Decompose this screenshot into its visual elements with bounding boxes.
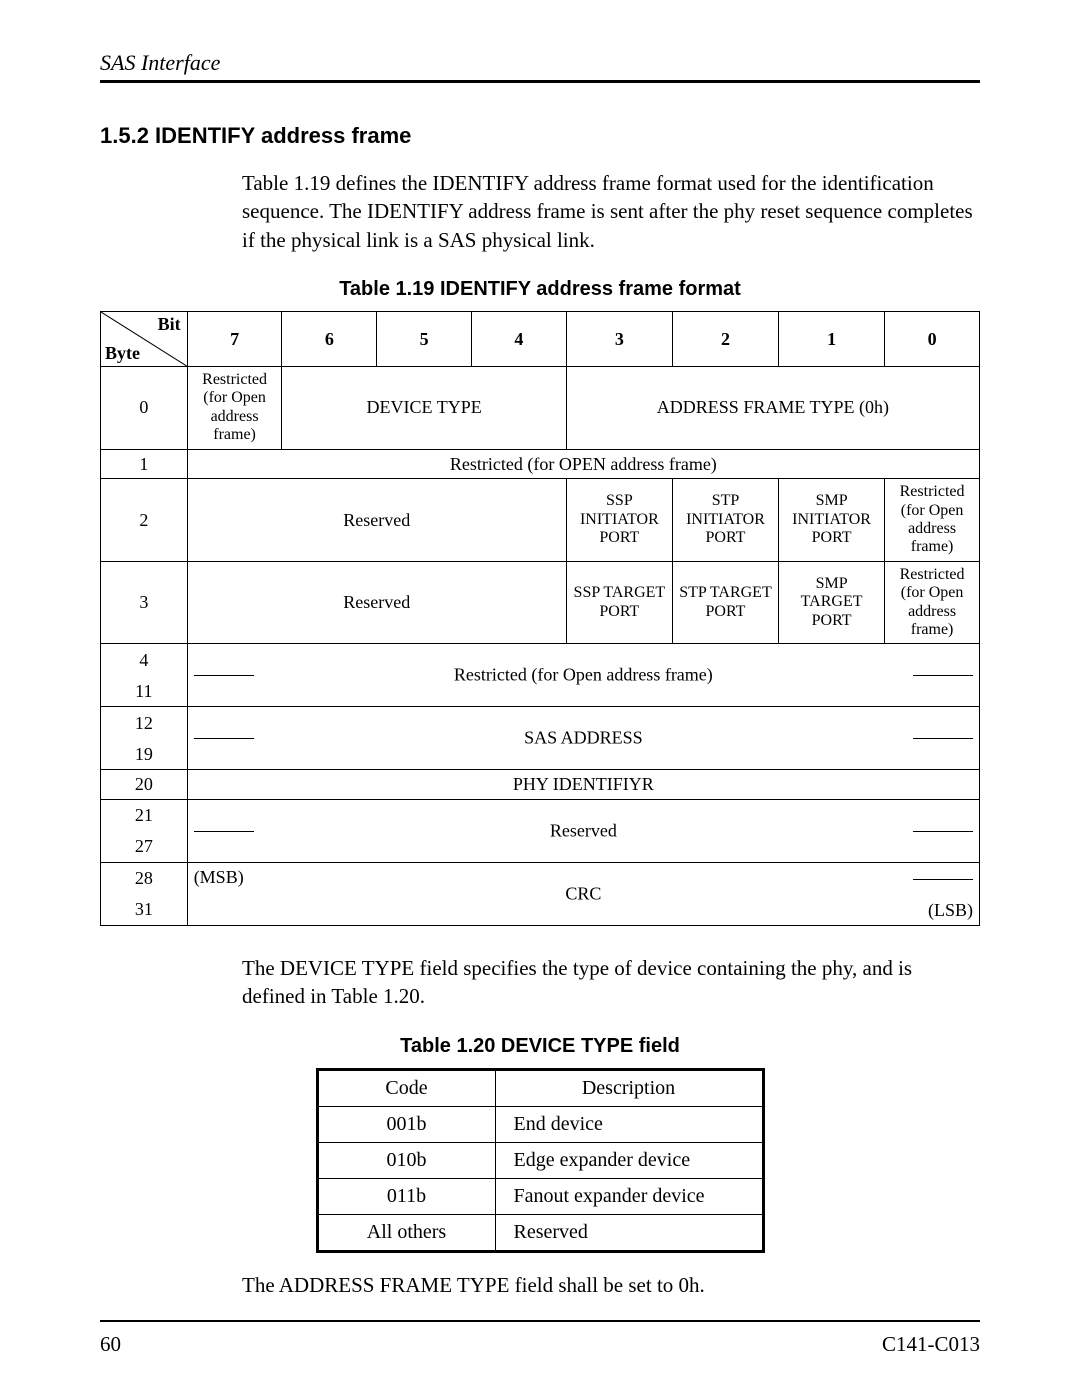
table-row: 011b Fanout expander device bbox=[318, 1178, 762, 1214]
table-row: 2 Reserved SSP INITIATOR PORT STP INITIA… bbox=[101, 479, 980, 562]
cell: SMP TARGET PORT bbox=[779, 561, 885, 644]
table-row: 12 SAS ADDRESS bbox=[101, 707, 980, 739]
byte-27: 27 bbox=[101, 831, 188, 863]
table-row: 010b Edge expander device bbox=[318, 1142, 762, 1178]
byte-1: 1 bbox=[101, 449, 188, 479]
table-row: 4 Restricted (for Open address frame) bbox=[101, 644, 980, 676]
bit-2: 2 bbox=[672, 312, 778, 367]
cell: DEVICE TYPE bbox=[282, 367, 566, 450]
intro-paragraph: Table 1.19 defines the IDENTIFY address … bbox=[242, 169, 980, 254]
cell: All others bbox=[318, 1214, 495, 1250]
byte-19: 19 bbox=[101, 738, 188, 770]
cell: Restricted (for Open address frame) bbox=[187, 367, 282, 450]
cell: SAS ADDRESS bbox=[187, 707, 979, 770]
cell: PHY IDENTIFIYR bbox=[187, 770, 979, 800]
table-row: 0 Restricted (for Open address frame) DE… bbox=[101, 367, 980, 450]
cell-text: CRC bbox=[188, 884, 979, 905]
table-1-20-caption: Table 1.20 DEVICE TYPE field bbox=[100, 1035, 980, 1058]
table-row: 001b End device bbox=[318, 1106, 762, 1142]
byte-3: 3 bbox=[101, 561, 188, 644]
doc-id: C141-C013 bbox=[882, 1332, 980, 1357]
footer-rule bbox=[100, 1320, 980, 1322]
cell: 011b bbox=[318, 1178, 495, 1214]
cell: (MSB) CRC (LSB) bbox=[187, 863, 979, 926]
bit-1: 1 bbox=[779, 312, 885, 367]
table-row: 20 PHY IDENTIFIYR bbox=[101, 770, 980, 800]
table-row: 28 (MSB) CRC (LSB) bbox=[101, 863, 980, 895]
byte-4: 4 bbox=[101, 644, 188, 676]
bit-7: 7 bbox=[187, 312, 282, 367]
cell: Reserved bbox=[187, 561, 566, 644]
cell: 010b bbox=[318, 1142, 495, 1178]
bit-5: 5 bbox=[377, 312, 472, 367]
cell-text: Restricted (for Open address frame) bbox=[188, 665, 979, 686]
cell: Restricted (for Open address frame) bbox=[885, 479, 980, 562]
table-1-20: Code Description 001b End device 010b Ed… bbox=[318, 1070, 763, 1251]
col-desc: Description bbox=[495, 1070, 762, 1106]
table-row: All others Reserved bbox=[318, 1214, 762, 1250]
cell: ADDRESS FRAME TYPE (0h) bbox=[566, 367, 979, 450]
table-1-19-caption: Table 1.19 IDENTIFY address frame format bbox=[100, 278, 980, 301]
cell: SSP TARGET PORT bbox=[566, 561, 672, 644]
cell-text: Reserved bbox=[188, 821, 979, 842]
cell: STP INITIATOR PORT bbox=[672, 479, 778, 562]
bit-byte-corner: Bit Byte bbox=[101, 312, 188, 367]
byte-12: 12 bbox=[101, 707, 188, 739]
cell-text: SAS ADDRESS bbox=[188, 728, 979, 749]
page-number: 60 bbox=[100, 1332, 121, 1357]
byte-28: 28 bbox=[101, 863, 188, 895]
table-row: Bit Byte 7 6 5 4 3 2 1 0 bbox=[101, 312, 980, 367]
byte-11: 11 bbox=[101, 675, 188, 707]
byte-20: 20 bbox=[101, 770, 188, 800]
cell: STP TARGET PORT bbox=[672, 561, 778, 644]
cell: Reserved bbox=[187, 479, 566, 562]
cell: Edge expander device bbox=[495, 1142, 762, 1178]
cell: SMP INITIATOR PORT bbox=[779, 479, 885, 562]
byte-0: 0 bbox=[101, 367, 188, 450]
cell: Fanout expander device bbox=[495, 1178, 762, 1214]
lsb-label: (LSB) bbox=[928, 900, 973, 921]
cell: Restricted (for Open address frame) bbox=[885, 561, 980, 644]
footer: 60 C141-C013 bbox=[100, 1320, 980, 1357]
cell: End device bbox=[495, 1106, 762, 1142]
byte-2: 2 bbox=[101, 479, 188, 562]
table-row: 1 Restricted (for OPEN address frame) bbox=[101, 449, 980, 479]
bit-3: 3 bbox=[566, 312, 672, 367]
tail-paragraph: The ADDRESS FRAME TYPE field shall be se… bbox=[242, 1271, 980, 1299]
table-row: 3 Reserved SSP TARGET PORT STP TARGET PO… bbox=[101, 561, 980, 644]
running-head: SAS Interface bbox=[100, 50, 980, 76]
table-row: 21 Reserved bbox=[101, 800, 980, 832]
section-title: 1.5.2 IDENTIFY address frame bbox=[100, 123, 980, 149]
byte-31: 31 bbox=[101, 894, 188, 926]
header-rule bbox=[100, 80, 980, 83]
mid-paragraph: The DEVICE TYPE field specifies the type… bbox=[242, 954, 980, 1011]
cell: 001b bbox=[318, 1106, 495, 1142]
cell: Restricted (for Open address frame) bbox=[187, 644, 979, 707]
cell: Restricted (for OPEN address frame) bbox=[187, 449, 979, 479]
cell: Reserved bbox=[495, 1214, 762, 1250]
table-1-19: Bit Byte 7 6 5 4 3 2 1 0 0 Restricted (f… bbox=[100, 311, 980, 926]
bit-6: 6 bbox=[282, 312, 377, 367]
byte-label: Byte bbox=[105, 343, 140, 364]
table-row: Code Description bbox=[318, 1070, 762, 1106]
bit-4: 4 bbox=[472, 312, 567, 367]
table-1-20-wrap: Code Description 001b End device 010b Ed… bbox=[316, 1068, 765, 1253]
bit-label: Bit bbox=[158, 314, 181, 335]
col-code: Code bbox=[318, 1070, 495, 1106]
page: SAS Interface 1.5.2 IDENTIFY address fra… bbox=[0, 0, 1080, 1397]
cell: SSP INITIATOR PORT bbox=[566, 479, 672, 562]
byte-21: 21 bbox=[101, 800, 188, 832]
cell: Reserved bbox=[187, 800, 979, 863]
bit-0: 0 bbox=[885, 312, 980, 367]
